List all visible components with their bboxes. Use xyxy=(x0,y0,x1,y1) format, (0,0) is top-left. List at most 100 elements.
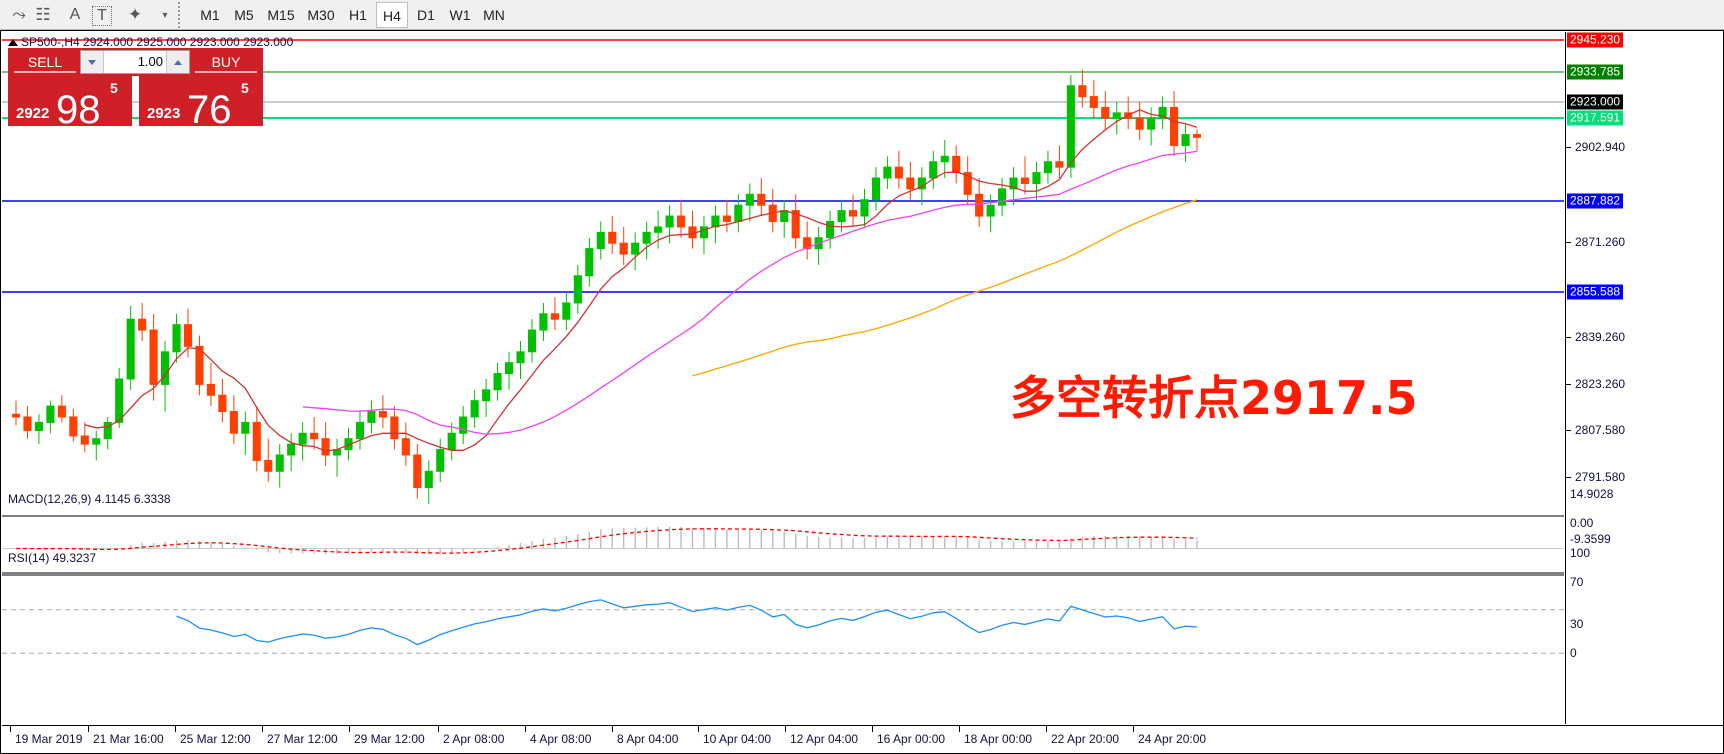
ma-slow-line xyxy=(692,199,1198,377)
candle-body xyxy=(963,172,972,195)
candle-body xyxy=(264,459,273,472)
macd-axis-label: -9.3599 xyxy=(1570,532,1611,546)
candle-body xyxy=(631,242,640,255)
candle-body xyxy=(390,416,399,440)
candle-body xyxy=(355,421,365,440)
resistance-level-tag[interactable]: 2933.785 xyxy=(1567,64,1624,80)
candle-body xyxy=(1078,85,1087,98)
candle-body xyxy=(504,362,514,375)
candle-body xyxy=(11,413,21,418)
candle-body xyxy=(585,248,594,277)
timeframe-h1[interactable]: H1 xyxy=(349,7,367,23)
candle-body xyxy=(803,237,812,250)
volume-input[interactable]: 1.00 xyxy=(137,54,163,69)
price-tick-label: 2839.260 xyxy=(1575,330,1626,344)
time-tick-label: 2 Apr 08:00 xyxy=(443,732,505,746)
timeframe-m5[interactable]: M5 xyxy=(234,7,254,23)
timeframe-h4[interactable]: H4 xyxy=(376,2,408,28)
level-tag-2855[interactable]: 2855.588 xyxy=(1567,284,1624,300)
candle-body xyxy=(1147,117,1156,130)
candle-body xyxy=(447,432,456,451)
time-tick xyxy=(959,726,960,732)
candle-body xyxy=(837,210,846,222)
templates-icon[interactable]: ☷ xyxy=(35,5,51,24)
timeframe-m1[interactable]: M1 xyxy=(200,7,220,23)
buy-price-quote[interactable]: 2923 76 5 xyxy=(139,76,263,126)
candle-body xyxy=(1043,161,1052,174)
chevron-down-icon[interactable]: ▾ xyxy=(162,9,168,21)
candle-body xyxy=(791,210,800,239)
text-box-icon[interactable]: T xyxy=(92,6,112,26)
time-tick xyxy=(10,726,11,732)
one-click-trading-panel[interactable]: SELL 1.00 BUY 2922 98 5 2923 76 5 xyxy=(8,48,263,126)
candle-body xyxy=(608,231,617,244)
candle-body xyxy=(206,383,215,396)
chevron-up-icon xyxy=(174,59,182,65)
time-axis[interactable]: 19 Mar 2019 21 Mar 16:00 25 Mar 12:00 27 Ma… xyxy=(2,725,1723,753)
support-level-tag[interactable]: 2917.591 xyxy=(1567,110,1624,126)
sell-price-quote[interactable]: 2922 98 5 xyxy=(8,76,132,126)
timeframe-w1[interactable]: W1 xyxy=(449,7,471,23)
candle-body xyxy=(321,438,330,456)
rsi-axis-label: 100 xyxy=(1570,546,1591,560)
candle-body xyxy=(848,210,858,217)
indicators-icon[interactable]: ⤳ xyxy=(12,5,26,24)
candle-body xyxy=(998,188,1007,206)
buy-button[interactable]: BUY xyxy=(195,51,257,73)
candle-body xyxy=(252,421,261,461)
sell-price-pipette: 5 xyxy=(110,80,118,96)
candle-body xyxy=(69,416,78,437)
time-tick xyxy=(349,726,350,732)
candle-body xyxy=(275,454,284,472)
time-tick-label: 21 Mar 16:00 xyxy=(93,732,164,746)
candle-body xyxy=(115,378,124,423)
time-tick-label: 22 Apr 20:00 xyxy=(1051,732,1120,746)
timeframe-m15[interactable]: M15 xyxy=(267,7,295,23)
price-axis[interactable]: 2902.940 2871.260 2839.260 2823.260 2807.580… xyxy=(1565,32,1723,724)
candle-body xyxy=(470,400,479,418)
macd-axis-label: 0.00 xyxy=(1570,516,1594,530)
price-tick-label: 2791.580 xyxy=(1575,470,1626,484)
time-tick xyxy=(785,726,786,732)
candle-body xyxy=(80,435,89,445)
candle-body xyxy=(975,193,984,217)
candle-body xyxy=(23,416,32,432)
candle-body xyxy=(860,199,869,217)
time-tick-label: 19 Mar 2019 xyxy=(15,732,83,746)
sell-button[interactable]: SELL xyxy=(14,51,76,73)
chart-window: SP500-,H4 2924.000 2925.000 2923.000 292… xyxy=(0,30,1724,754)
timeframe-m30[interactable]: M30 xyxy=(307,7,335,23)
main-toolbar: ⤳ ☷ A T ✦ ▾ M1 M5 M15 M30 H1 H4 D1 W1 MN xyxy=(0,0,1724,30)
chart-plot-area[interactable]: SP500-,H4 2924.000 2925.000 2923.000 292… xyxy=(2,32,1564,724)
price-tick xyxy=(1566,147,1571,148)
level-tag-2887[interactable]: 2887.882 xyxy=(1567,193,1624,209)
timeframe-mn[interactable]: MN xyxy=(483,7,505,23)
ask-level-tag[interactable]: 2945.230 xyxy=(1567,32,1624,48)
timeframe-d1[interactable]: D1 xyxy=(417,7,435,23)
candle-body xyxy=(57,405,66,418)
last-price-tag[interactable]: 2923.000 xyxy=(1567,94,1624,110)
candle-body xyxy=(367,411,376,423)
rsi-axis-label: 70 xyxy=(1570,575,1584,589)
collapse-triangle-icon[interactable] xyxy=(8,39,18,47)
candle-body xyxy=(183,324,193,347)
candle-body xyxy=(573,275,582,304)
time-tick xyxy=(262,726,263,732)
volume-increase-button[interactable] xyxy=(166,51,189,73)
candle-body xyxy=(92,438,101,445)
ma-fast-line xyxy=(84,109,1198,452)
candle-body xyxy=(871,177,881,201)
objects-icon[interactable]: ✦ xyxy=(127,5,143,24)
candle-body xyxy=(1170,106,1179,146)
volume-decrease-button[interactable] xyxy=(81,51,104,73)
candle-body xyxy=(459,416,468,434)
candle-body xyxy=(241,421,250,434)
volume-stepper[interactable]: 1.00 xyxy=(80,50,190,74)
price-tick xyxy=(1566,337,1571,338)
text-label-icon[interactable]: A xyxy=(69,6,81,23)
candle-body xyxy=(46,405,55,423)
candle-body xyxy=(378,411,387,418)
candle-body xyxy=(34,421,43,432)
candle-body xyxy=(757,193,766,206)
candle-body xyxy=(1055,161,1064,168)
